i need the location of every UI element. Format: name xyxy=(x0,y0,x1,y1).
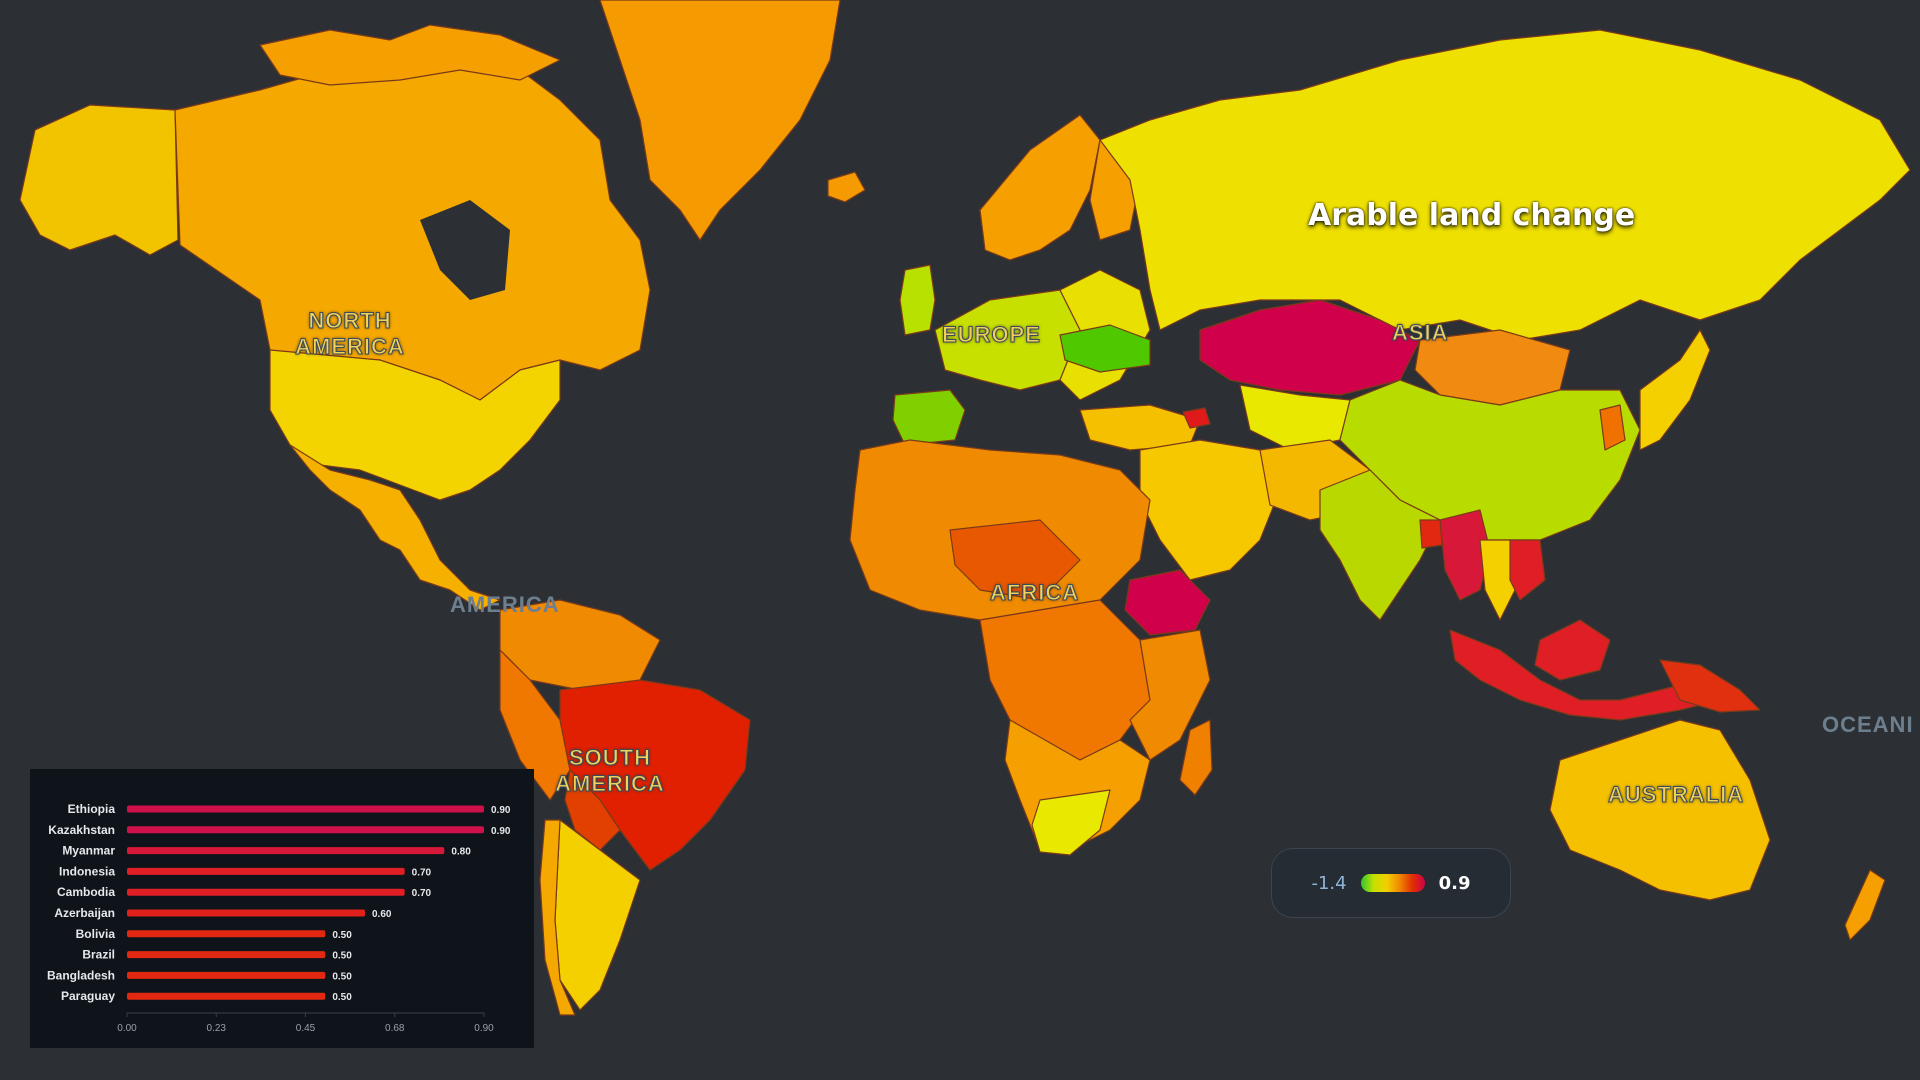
continent-label-text: AUSTRALIA xyxy=(1607,782,1745,808)
region-madagascar xyxy=(1179,719,1213,796)
value-label: 0.70 xyxy=(412,888,432,899)
x-tick-label: 0.90 xyxy=(474,1023,494,1034)
region-usa xyxy=(269,349,561,501)
region-mexico xyxy=(289,444,501,611)
category-label: Bangladesh xyxy=(47,968,115,982)
legend-gradient-bar xyxy=(1360,874,1425,892)
region-argentina xyxy=(554,819,641,1011)
region-russia xyxy=(1099,29,1911,341)
continent-label-north-america: NORTH AMERICA xyxy=(285,308,415,360)
continent-label-text: OCEANI xyxy=(1822,712,1914,737)
category-label: Bolivia xyxy=(76,927,116,941)
continent-label-text: NORTH AMERICA xyxy=(295,308,405,360)
value-label: 0.70 xyxy=(412,867,432,878)
region-azerbaijan xyxy=(1182,407,1211,429)
value-label: 0.60 xyxy=(372,909,392,920)
value-label: 0.50 xyxy=(332,992,352,1003)
continent-label-text: SOUTH AMERICA xyxy=(555,745,665,797)
continent-label-text: EUROPE xyxy=(942,322,1041,348)
bar xyxy=(127,971,326,979)
color-legend: -1.4 0.9 xyxy=(1271,848,1511,918)
region-chile xyxy=(539,819,576,1016)
bar xyxy=(127,867,405,875)
category-label: Cambodia xyxy=(57,885,115,899)
map-title: Arable land change xyxy=(1308,198,1636,233)
region-iceland xyxy=(827,171,866,203)
region-myanmar xyxy=(1439,509,1491,601)
value-label: 0.80 xyxy=(451,847,471,858)
region-korea xyxy=(1599,404,1626,451)
region-scandinavia xyxy=(979,114,1101,261)
region-central-africa xyxy=(979,599,1151,761)
x-tick-label: 0.68 xyxy=(385,1023,405,1034)
category-label: Ethiopia xyxy=(68,802,116,816)
category-label: Myanmar xyxy=(62,844,115,858)
bar-chart-svg: Ethiopia 0.90 Kazakhstan 0.90 Myanmar 0.80 Ind… xyxy=(47,802,511,1034)
value-label: 0.50 xyxy=(332,951,352,962)
continent-label-africa: AFRICA xyxy=(989,580,1080,606)
bar xyxy=(127,826,484,834)
region-sahel xyxy=(949,519,1081,601)
continent-label-oceania: OCEANI xyxy=(1822,712,1914,738)
continent-label-text: AMERICA xyxy=(450,592,560,617)
continent-label-america: AMERICA xyxy=(450,592,560,618)
value-label: 0.90 xyxy=(491,805,511,816)
region-middle-east xyxy=(1139,439,1281,581)
region-new-guinea xyxy=(1659,659,1761,713)
region-borneo xyxy=(1534,619,1611,681)
region-south-africa xyxy=(1031,789,1111,856)
category-label: Azerbaijan xyxy=(54,906,115,920)
region-thailand xyxy=(1479,539,1516,621)
value-label: 0.90 xyxy=(491,826,511,837)
region-uk xyxy=(899,264,936,336)
category-label: Indonesia xyxy=(59,864,115,878)
top-countries-bar-chart: Ethiopia 0.90 Kazakhstan 0.90 Myanmar 0.80 Ind… xyxy=(30,769,534,1048)
continent-label-text: ASIA xyxy=(1392,320,1449,346)
bar xyxy=(127,930,326,938)
region-ukraine xyxy=(1059,324,1151,373)
region-greenland xyxy=(599,0,841,241)
region-ethiopia xyxy=(1124,569,1211,636)
region-japan xyxy=(1639,329,1711,451)
region-alaska xyxy=(19,104,179,256)
bar xyxy=(127,805,484,813)
region-australia xyxy=(1549,719,1771,901)
x-tick-label: 0.23 xyxy=(207,1023,227,1034)
x-tick-label: 0.00 xyxy=(117,1023,137,1034)
region-arctic-islands xyxy=(259,24,561,86)
region-india xyxy=(1319,469,1441,621)
region-bangladesh xyxy=(1419,519,1443,549)
x-tick-label: 0.45 xyxy=(296,1023,316,1034)
continent-label-south-america: SOUTH AMERICA xyxy=(550,745,670,797)
region-peru xyxy=(499,649,571,801)
continent-label-text: AFRICA xyxy=(989,580,1080,606)
category-label: Paraguay xyxy=(61,989,115,1003)
region-new-zealand xyxy=(1844,869,1886,941)
legend-min-value: -1.4 xyxy=(1311,872,1347,894)
bar xyxy=(127,909,365,917)
category-label: Kazakhstan xyxy=(48,823,115,837)
bar xyxy=(127,951,326,959)
continent-label-europe: EUROPE xyxy=(942,322,1041,348)
bar xyxy=(127,847,445,855)
category-label: Brazil xyxy=(82,948,115,962)
bar xyxy=(127,888,405,896)
region-cambodia-vietnam xyxy=(1509,539,1546,601)
region-east-africa xyxy=(1129,629,1211,761)
continent-label-asia: ASIA xyxy=(1392,320,1449,346)
region-spain xyxy=(892,389,966,446)
bar xyxy=(127,992,326,1000)
value-label: 0.50 xyxy=(332,971,352,982)
continent-label-australia: AUSTRALIA xyxy=(1607,782,1745,808)
value-label: 0.50 xyxy=(332,930,352,941)
legend-max-value: 0.9 xyxy=(1438,872,1471,894)
region-hudson-bay xyxy=(420,200,510,300)
